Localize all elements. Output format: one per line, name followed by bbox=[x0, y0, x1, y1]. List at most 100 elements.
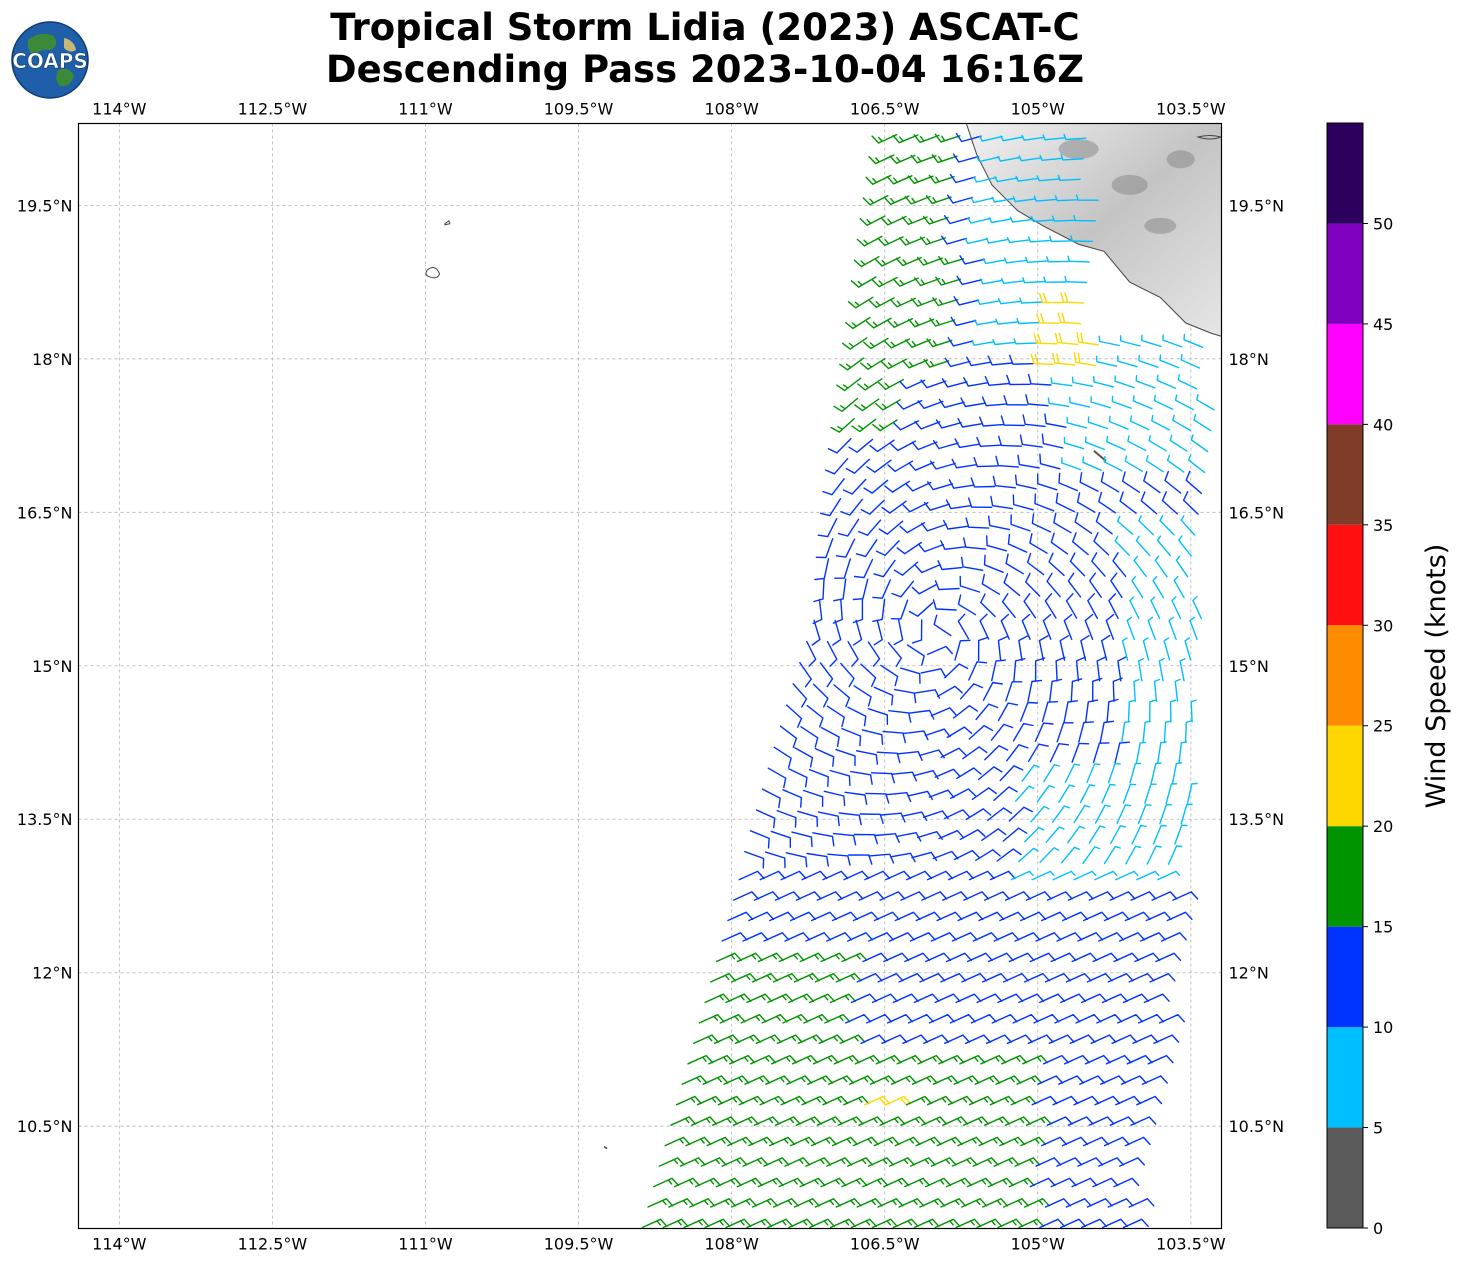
wind-barb bbox=[893, 561, 919, 576]
wind-barb bbox=[940, 540, 966, 550]
wind-barb bbox=[872, 579, 891, 599]
wind-barb bbox=[738, 1095, 765, 1106]
wind-barb bbox=[1152, 824, 1168, 845]
wind-barb bbox=[1036, 175, 1060, 182]
wind-barb bbox=[1033, 195, 1057, 202]
wind-barb bbox=[1164, 470, 1182, 494]
wind-barb bbox=[1012, 196, 1036, 203]
x-tick-label-top: 106.5°W bbox=[850, 100, 920, 119]
wind-barb bbox=[1178, 535, 1192, 557]
wind-barb bbox=[981, 828, 1007, 841]
wind-barb bbox=[957, 417, 983, 428]
wind-barb bbox=[1110, 825, 1127, 845]
wind-barb bbox=[1188, 454, 1206, 474]
wind-barb bbox=[1042, 1054, 1069, 1065]
wind-barb bbox=[1069, 552, 1086, 577]
wind-barb bbox=[774, 1116, 801, 1126]
wind-barb bbox=[1128, 1198, 1155, 1208]
wind-barb bbox=[710, 973, 737, 983]
wind-barb bbox=[998, 298, 1022, 305]
wind-barb bbox=[1055, 656, 1066, 682]
wind-barb bbox=[974, 319, 998, 326]
wind-barb bbox=[970, 477, 996, 488]
wind-barb bbox=[1177, 374, 1198, 390]
wind-barb bbox=[843, 870, 870, 881]
wind-barb bbox=[1031, 870, 1055, 881]
wind-barb bbox=[965, 517, 990, 529]
wind-barb bbox=[1076, 492, 1096, 513]
wind-barb bbox=[926, 870, 953, 881]
wind-barb bbox=[1175, 555, 1189, 578]
wind-barb bbox=[963, 377, 989, 387]
wind-barb bbox=[1012, 494, 1034, 511]
wind-barb bbox=[1072, 532, 1089, 556]
wind-barb bbox=[1132, 1034, 1159, 1044]
wind-barb bbox=[951, 932, 978, 942]
wind-barb bbox=[1043, 764, 1060, 783]
wind-barb bbox=[890, 1075, 917, 1085]
colorbar-tick-label: 35 bbox=[1373, 516, 1393, 535]
wind-barb bbox=[1027, 679, 1043, 702]
wind-barb bbox=[1080, 635, 1090, 661]
wind-barb bbox=[1063, 437, 1085, 450]
wind-barb bbox=[976, 993, 1003, 1004]
wind-barb bbox=[1159, 804, 1173, 825]
wind-barb bbox=[790, 911, 816, 922]
colorbar-segment bbox=[1327, 826, 1363, 927]
wind-barb bbox=[879, 891, 906, 901]
wind-barb bbox=[936, 1136, 963, 1147]
wind-barb bbox=[973, 457, 999, 468]
wind-barb bbox=[1185, 470, 1202, 494]
wind-barb bbox=[953, 1075, 980, 1085]
wind-barb bbox=[1167, 845, 1183, 865]
wind-barb bbox=[780, 1095, 807, 1106]
y-tick-label-right: 19.5°N bbox=[1229, 196, 1285, 215]
wind-barb bbox=[997, 702, 1019, 722]
wind-barb bbox=[841, 1177, 868, 1188]
wind-barb bbox=[1060, 154, 1084, 161]
wind-barb bbox=[820, 726, 840, 748]
wind-barb bbox=[940, 973, 967, 983]
wind-barb bbox=[1077, 932, 1104, 942]
wind-barb bbox=[1009, 216, 1033, 223]
colorbar-segment bbox=[1327, 524, 1363, 626]
wind-barb bbox=[1007, 533, 1028, 553]
wind-barb bbox=[1005, 553, 1024, 575]
wind-barb bbox=[1190, 434, 1209, 453]
wind-barb bbox=[1117, 656, 1128, 682]
wind-barb bbox=[1071, 376, 1094, 387]
wind-barb bbox=[878, 520, 904, 535]
wind-barb bbox=[759, 1095, 786, 1106]
wind-barb bbox=[1051, 805, 1070, 823]
wind-barb bbox=[1112, 552, 1127, 577]
wind-barb bbox=[1131, 824, 1147, 845]
wind-barb bbox=[759, 870, 786, 881]
wind-barb bbox=[788, 1218, 815, 1229]
wind-barb bbox=[1058, 784, 1076, 803]
x-tick-label-top: 108°W bbox=[704, 100, 759, 119]
wind-barb bbox=[1147, 1054, 1174, 1065]
wind-barb bbox=[999, 765, 1024, 782]
wind-barb bbox=[853, 685, 872, 707]
wind-barb bbox=[1064, 763, 1081, 783]
wind-barb bbox=[1151, 414, 1171, 431]
wind-barb bbox=[932, 599, 957, 611]
wind-barb bbox=[984, 891, 1010, 901]
wind-barb bbox=[1055, 492, 1075, 513]
wind-barb bbox=[1029, 533, 1048, 554]
wind-barb bbox=[1101, 993, 1128, 1004]
wind-barb bbox=[1140, 491, 1158, 515]
wind-barb bbox=[1114, 741, 1130, 764]
wind-barb bbox=[799, 952, 826, 963]
wind-barb bbox=[1003, 257, 1028, 264]
wind-barb bbox=[966, 952, 993, 963]
wind-barb bbox=[914, 563, 941, 574]
colorbar: 0 5 10 15 20 25 30 35 40 45 50 Wind Speed (knots) bbox=[1326, 122, 1452, 1238]
wind-barb bbox=[913, 134, 940, 143]
wind-barb bbox=[1157, 870, 1181, 881]
wind-barb bbox=[1050, 952, 1077, 963]
wind-barb bbox=[1022, 277, 1046, 284]
wind-barb bbox=[961, 973, 988, 983]
wind-barb bbox=[761, 788, 781, 809]
wind-barb bbox=[868, 932, 894, 942]
